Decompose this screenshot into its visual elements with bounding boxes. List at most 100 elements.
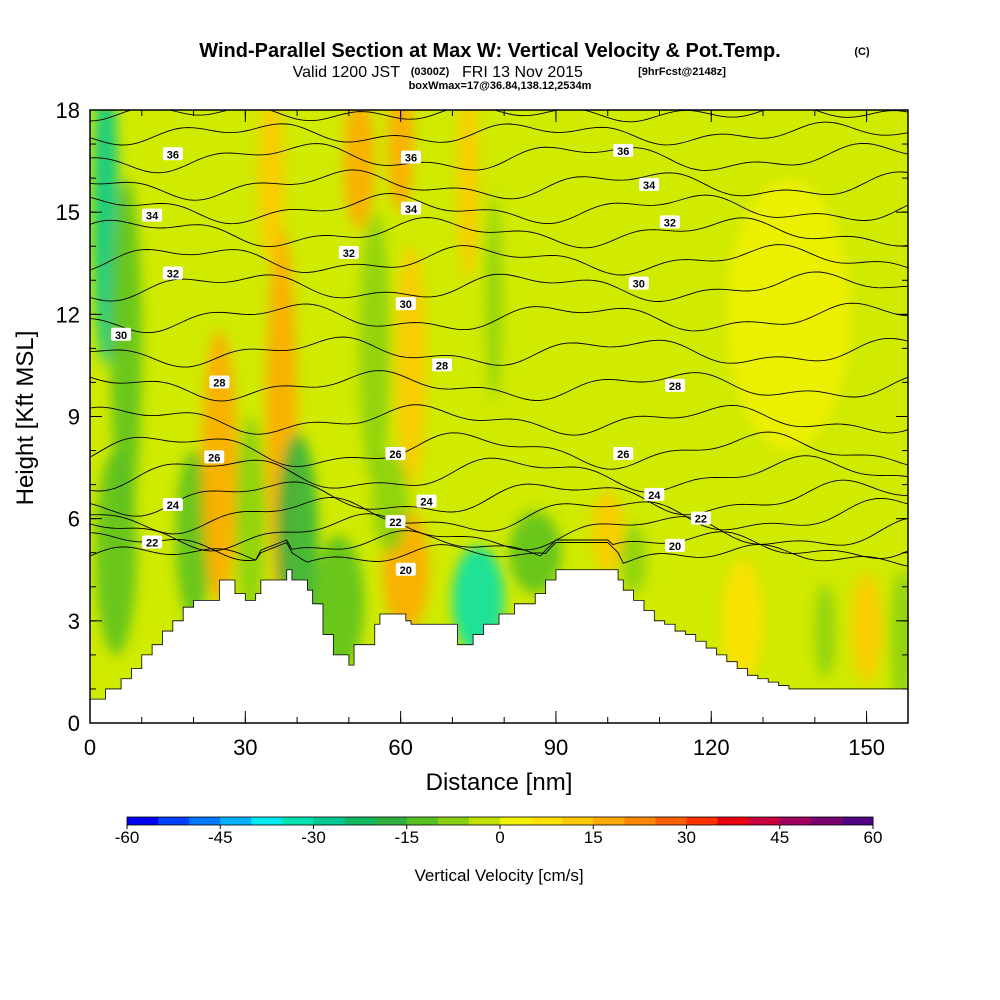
colorbar-tick-label--15: -15 xyxy=(394,828,419,847)
colorbar-swatch-10 xyxy=(437,817,470,825)
terrain-mask xyxy=(90,569,908,723)
theta-contour-34 xyxy=(90,192,908,225)
x-tick-label-150: 150 xyxy=(848,735,885,760)
velocity-cell-23 xyxy=(851,573,883,683)
colorbar-swatch-22 xyxy=(810,817,843,825)
theta-contours xyxy=(90,110,908,567)
svg-text:30: 30 xyxy=(400,299,412,311)
colorbar-tick-label--60: -60 xyxy=(115,828,140,847)
velocity-cell-20 xyxy=(592,491,624,574)
colorbar-swatch-3 xyxy=(220,817,252,825)
svg-text:26: 26 xyxy=(617,449,629,461)
svg-text:24: 24 xyxy=(167,500,180,512)
theta-label-32-1: 32 xyxy=(338,246,359,260)
colorbar-swatch-17 xyxy=(655,817,687,825)
velocity-cell-26 xyxy=(726,178,852,451)
theta-contour-21 xyxy=(90,530,908,561)
theta-label-24-0: 24 xyxy=(162,498,183,512)
colorbar-swatch-13 xyxy=(531,817,563,825)
colorbar-swatch-16 xyxy=(624,817,656,825)
y-tick-label-12: 12 xyxy=(56,302,80,327)
velocity-cell-5 xyxy=(234,416,267,621)
theta-label-34-2: 34 xyxy=(639,177,660,192)
theta-contour-labels: 20 20 22 22 22 24 24 24 26 26 26 28 28 28 30 30 30 32 32 32… xyxy=(111,143,711,577)
svg-text:34: 34 xyxy=(643,180,656,192)
theta-contour-25 xyxy=(90,455,908,493)
svg-text:34: 34 xyxy=(146,211,159,223)
svg-text:22: 22 xyxy=(695,514,707,526)
velocity-cell-18 xyxy=(486,195,502,400)
theta-contour-32 xyxy=(90,244,908,276)
svg-text:28: 28 xyxy=(213,377,225,389)
theta-contour-33 xyxy=(90,217,908,249)
colorbar-swatch-6 xyxy=(313,817,346,825)
theta-label-22-0: 22 xyxy=(142,535,163,550)
colorbar-tick-label-15: 15 xyxy=(584,828,603,847)
colorbar-swatch-20 xyxy=(748,817,781,825)
svg-text:20: 20 xyxy=(400,565,412,577)
colorbar-swatch-0 xyxy=(127,817,159,825)
velocity-cell-25 xyxy=(889,569,908,706)
x-tick-label-0: 0 xyxy=(84,735,96,760)
y-tick-label-18: 18 xyxy=(56,98,80,123)
chart-title: Wind-Parallel Section at Max W: Vertical… xyxy=(199,40,780,62)
theta-contour-20 xyxy=(90,541,908,567)
theta-label-34-1: 34 xyxy=(400,201,421,216)
svg-text:24: 24 xyxy=(648,490,661,502)
theta-label-28-1: 28 xyxy=(432,358,453,372)
theta-contour-26 xyxy=(90,431,908,470)
chart-subtitle-box: boxWmax=17@36.84,138.12,2534m xyxy=(409,80,592,92)
theta-label-26-2: 26 xyxy=(613,446,634,461)
svg-text:24: 24 xyxy=(420,497,433,509)
theta-contour-24 xyxy=(90,479,908,517)
velocity-cell-11 xyxy=(359,212,391,485)
theta-contour-23 xyxy=(90,497,908,535)
theta-contour-35 xyxy=(90,169,908,201)
svg-text:26: 26 xyxy=(389,449,401,461)
x-tick-label-90: 90 xyxy=(544,735,568,760)
y-axis-title: Height [Kft MSL] xyxy=(12,331,39,506)
theta-label-22-1: 22 xyxy=(385,515,406,529)
colorbar-swatch-19 xyxy=(717,817,750,825)
y-tick-label-6: 6 xyxy=(68,507,80,532)
colorbar-title: Vertical Velocity [cm/s] xyxy=(414,866,583,885)
theta-contour-37 xyxy=(90,121,908,146)
velocity-cell-24 xyxy=(814,583,836,679)
svg-text:22: 22 xyxy=(146,538,158,550)
svg-text:30: 30 xyxy=(115,330,127,342)
y-tick-label-9: 9 xyxy=(68,405,80,430)
velocity-cell-17 xyxy=(457,110,479,281)
y-tick-label-3: 3 xyxy=(68,609,80,634)
x-tick-label-120: 120 xyxy=(693,735,730,760)
svg-text:28: 28 xyxy=(436,360,448,372)
theta-label-20-0: 20 xyxy=(395,562,416,577)
colorbar-swatch-21 xyxy=(779,817,812,825)
y-tick-label-0: 0 xyxy=(68,711,80,736)
x-tick-label-60: 60 xyxy=(388,735,412,760)
colorbar-swatch-11 xyxy=(468,817,501,825)
svg-text:36: 36 xyxy=(167,149,179,161)
theta-contour-22 xyxy=(90,513,908,552)
theta-contour-28 xyxy=(90,370,908,402)
colorbar: -60 -45 -30 -15 0 15 30 45 60 xyxy=(115,816,882,847)
theta-label-28-0: 28 xyxy=(209,375,230,389)
x-tick-label-30: 30 xyxy=(233,735,257,760)
theta-contour-30 xyxy=(90,302,908,334)
velocity-cell-2 xyxy=(95,450,137,655)
theta-label-26-1: 26 xyxy=(385,446,406,461)
theta-contour-36 xyxy=(90,142,908,174)
subtitle-forecast: [9hrFcst@2148z] xyxy=(638,66,726,78)
plot-area: 20 20 22 22 22 24 24 24 26 26 26 28 28 28 30 30 30 32 32 32… xyxy=(90,110,908,723)
svg-text:36: 36 xyxy=(405,153,417,165)
svg-text:30: 30 xyxy=(633,279,645,291)
svg-text:36: 36 xyxy=(617,146,629,158)
colorbar-swatch-18 xyxy=(686,817,719,825)
subtitle-utc: (0300Z) xyxy=(411,66,450,78)
x-axis: 0 30 60 90 120 150 xyxy=(84,110,885,760)
chart-subtitle: Valid 1200 JST (0300Z) FRI 13 Nov 2015 [… xyxy=(293,64,727,81)
theta-contour-27 xyxy=(90,404,908,436)
velocity-cell-7 xyxy=(258,110,285,264)
svg-text:26: 26 xyxy=(208,452,220,464)
subtitle-valid: Valid 1200 JST xyxy=(293,64,401,81)
